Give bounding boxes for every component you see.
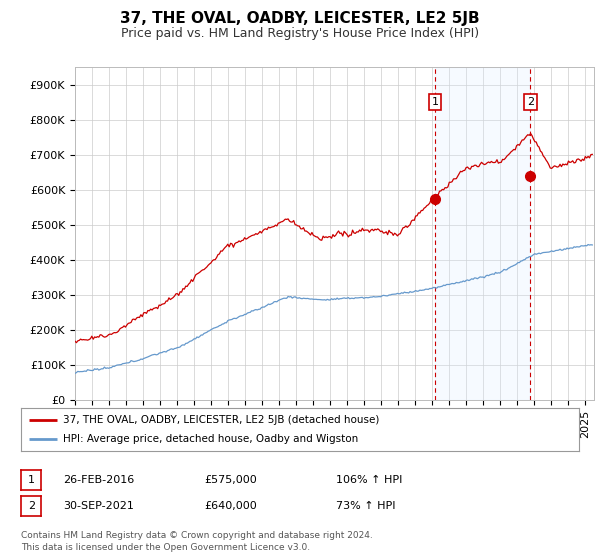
Text: 106% ↑ HPI: 106% ↑ HPI xyxy=(336,475,403,485)
Text: 30-SEP-2021: 30-SEP-2021 xyxy=(63,501,134,511)
Text: 73% ↑ HPI: 73% ↑ HPI xyxy=(336,501,395,511)
Text: Price paid vs. HM Land Registry's House Price Index (HPI): Price paid vs. HM Land Registry's House … xyxy=(121,27,479,40)
Text: 2: 2 xyxy=(527,97,534,107)
Text: 1: 1 xyxy=(431,97,439,107)
Text: 37, THE OVAL, OADBY, LEICESTER, LE2 5JB: 37, THE OVAL, OADBY, LEICESTER, LE2 5JB xyxy=(120,11,480,26)
Text: £640,000: £640,000 xyxy=(204,501,257,511)
Text: 37, THE OVAL, OADBY, LEICESTER, LE2 5JB (detached house): 37, THE OVAL, OADBY, LEICESTER, LE2 5JB … xyxy=(63,415,379,424)
Text: 2: 2 xyxy=(28,501,35,511)
Text: £575,000: £575,000 xyxy=(204,475,257,485)
Text: HPI: Average price, detached house, Oadby and Wigston: HPI: Average price, detached house, Oadb… xyxy=(63,435,358,444)
Text: Contains HM Land Registry data © Crown copyright and database right 2024.
This d: Contains HM Land Registry data © Crown c… xyxy=(21,531,373,552)
Text: 1: 1 xyxy=(28,475,35,485)
Bar xyxy=(435,67,530,400)
Text: 26-FEB-2016: 26-FEB-2016 xyxy=(63,475,134,485)
